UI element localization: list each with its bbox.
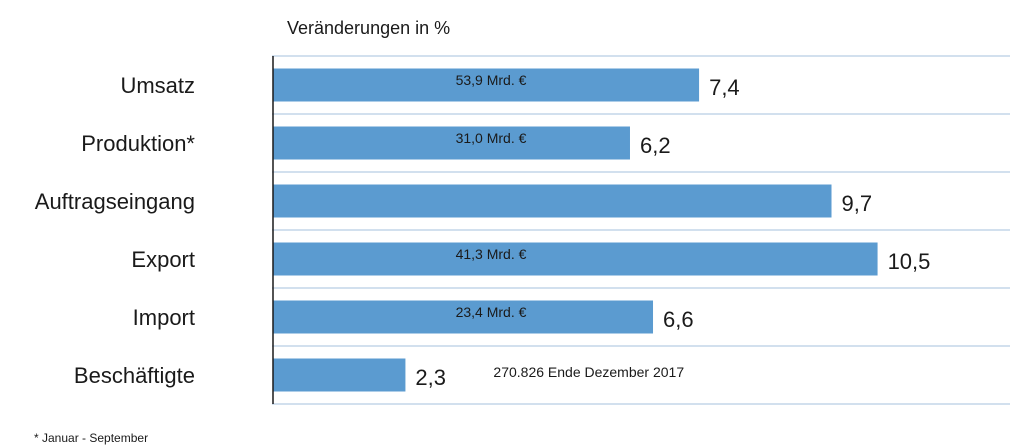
value-label: 6,6 xyxy=(663,307,694,332)
category-label: Auftragseingang xyxy=(35,189,195,214)
bar-annotation: 23,4 Mrd. € xyxy=(456,304,527,320)
bar-5 xyxy=(273,300,654,334)
value-label: 7,4 xyxy=(709,75,740,100)
bar-annotation: 41,3 Mrd. € xyxy=(456,246,527,262)
side-annotation: 270.826 Ende Dezember 2017 xyxy=(493,364,684,380)
value-label: 6,2 xyxy=(640,133,671,158)
value-label: 2,3 xyxy=(415,365,446,390)
footnote: * Januar - September xyxy=(34,431,148,445)
bar-annotation: 31,0 Mrd. € xyxy=(456,130,527,146)
bars xyxy=(273,68,878,392)
value-label: 10,5 xyxy=(888,249,931,274)
bar-6 xyxy=(273,358,406,392)
labels: Umsatz 7,4 53,9 Mrd. € Produktion* 6,2 31,0 M… xyxy=(35,72,931,390)
bar-1 xyxy=(273,68,700,102)
bar-annotation: 53,9 Mrd. € xyxy=(456,72,527,88)
bar-4 xyxy=(273,242,878,276)
bar-2 xyxy=(273,126,630,160)
category-label: Umsatz xyxy=(120,73,195,98)
value-label: 9,7 xyxy=(842,191,873,216)
category-label: Beschäftigte xyxy=(74,363,195,388)
category-label: Export xyxy=(131,247,195,272)
grid-lines xyxy=(272,55,1010,405)
chart-title: Veränderungen in % xyxy=(287,18,450,38)
bar-3 xyxy=(273,184,832,218)
category-label: Import xyxy=(133,305,195,330)
category-label: Produktion* xyxy=(81,131,195,156)
